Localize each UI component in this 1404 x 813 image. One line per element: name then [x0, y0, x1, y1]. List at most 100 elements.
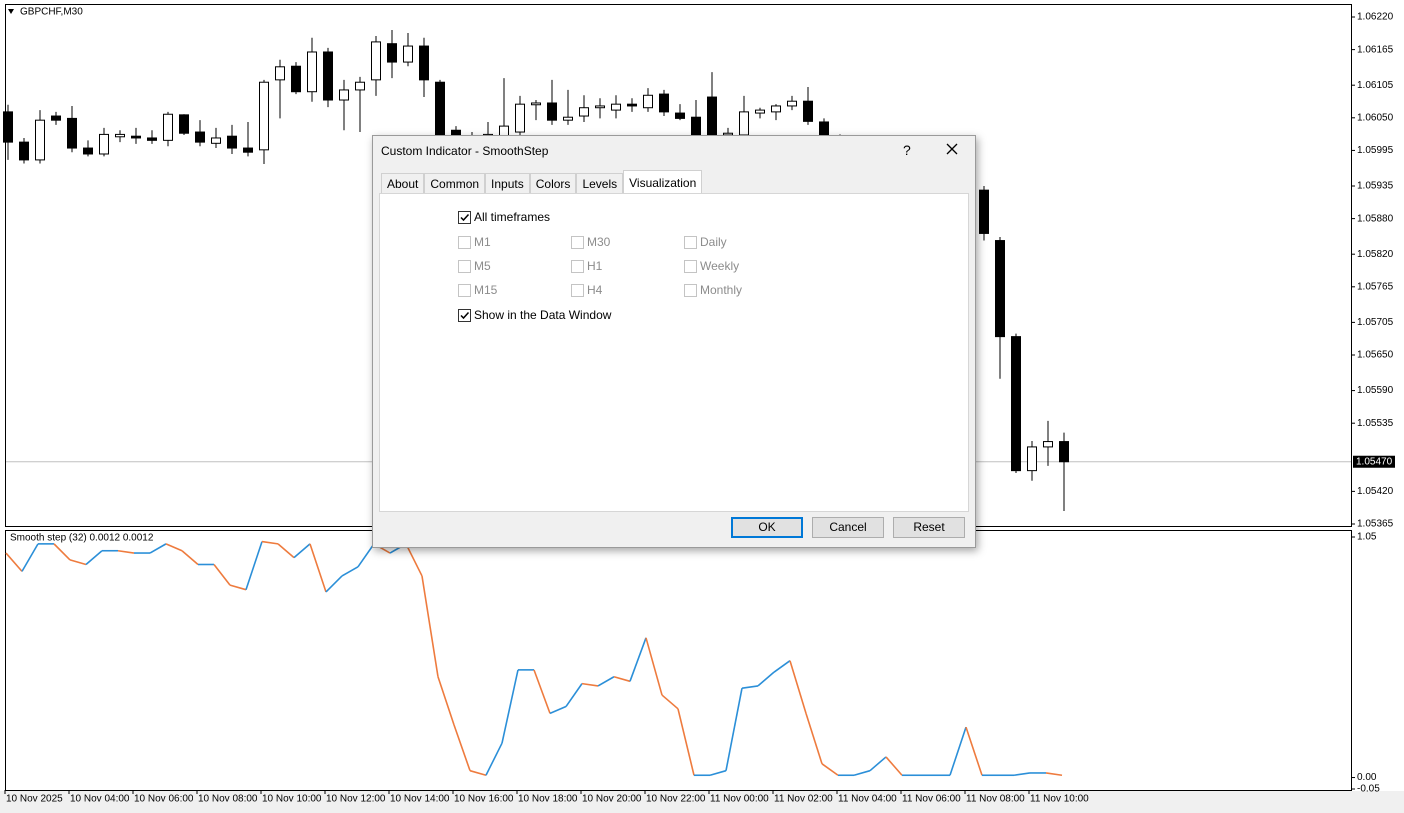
indicator-segment — [341, 566, 359, 577]
indicator-segment — [789, 660, 807, 714]
indicator-segment — [357, 543, 375, 568]
candle-body — [675, 112, 685, 119]
x-tick-label: 10 Nov 12:00 — [326, 794, 386, 805]
checkbox-label: Show in the Data Window — [474, 308, 612, 322]
checkbox-box — [458, 283, 471, 297]
help-button[interactable]: ? — [903, 142, 911, 158]
indicator-segment — [117, 549, 135, 554]
indicator-segment — [949, 726, 967, 776]
button[interactable]: Reset — [893, 517, 965, 538]
candle-body — [995, 240, 1005, 338]
candle-body — [67, 117, 77, 149]
checkbox-label: Daily — [700, 235, 727, 249]
candle-body — [3, 111, 13, 143]
indicator-segment — [1045, 772, 1063, 777]
candle-body — [179, 114, 189, 134]
indicator-segment — [725, 688, 743, 771]
indicator-segment — [869, 756, 887, 772]
checkbox-label: Weekly — [700, 259, 740, 273]
tab[interactable]: About — [381, 173, 425, 194]
candle-body — [691, 116, 701, 136]
indicator-segment — [885, 756, 903, 776]
candle-body — [531, 102, 541, 106]
checkbox-box — [684, 283, 697, 297]
button[interactable]: Cancel — [812, 517, 884, 538]
candle-body — [627, 103, 637, 107]
x-tick-label: 11 Nov 08:00 — [966, 794, 1025, 805]
checkbox-box[interactable] — [458, 210, 471, 224]
checkbox-label: M1 — [474, 235, 491, 249]
candle-body — [307, 51, 317, 93]
y-tick-label: -0.05 — [1357, 784, 1380, 795]
candle-body — [323, 51, 333, 101]
y-tick-label: 1.06105 — [1357, 80, 1394, 91]
candle-body — [595, 105, 605, 109]
checkbox-label: M5 — [474, 259, 491, 273]
tab-strip: About Common Inputs Colors Levels Visualizati… — [381, 170, 703, 196]
indicator-segment — [213, 564, 231, 586]
tab[interactable]: Visualization — [623, 170, 703, 196]
checkbox[interactable]: Show in the Data Window — [458, 308, 611, 322]
button[interactable]: OK — [731, 517, 803, 538]
checkbox[interactable]: All timeframes — [458, 210, 550, 224]
candle-body — [1011, 336, 1021, 472]
candle-body — [131, 135, 141, 139]
symbol-label: GBPCHF,M30 — [20, 7, 83, 18]
checkbox-box — [571, 259, 584, 273]
candle-body — [115, 133, 125, 138]
indicator-segment — [645, 637, 663, 696]
current-price-label: 1.05470 — [1356, 456, 1393, 467]
candle-body — [803, 100, 813, 122]
checkbox: H4 — [571, 283, 602, 297]
checkbox-label: H1 — [587, 259, 603, 273]
candle-body — [19, 141, 29, 161]
y-tick-label: 1.06220 — [1357, 12, 1394, 23]
y-tick-label: 1.05820 — [1357, 249, 1394, 260]
x-tick-label: 10 Nov 08:00 — [198, 794, 258, 805]
candle-body — [211, 137, 221, 144]
close-button[interactable] — [945, 142, 959, 156]
tab[interactable]: Levels — [576, 173, 624, 194]
y-tick-label: 1.05880 — [1357, 213, 1394, 224]
candle-body — [1043, 441, 1053, 448]
indicator-segment — [661, 694, 679, 710]
y-tick-label: 1.05420 — [1357, 486, 1394, 497]
check-mark — [460, 311, 470, 319]
indicator-segment — [629, 637, 647, 682]
candle-body — [99, 133, 109, 155]
time-axis-background — [0, 791, 1404, 813]
tab[interactable]: Common — [424, 173, 486, 194]
checkbox-box[interactable] — [458, 308, 471, 322]
x-tick-label: 11 Nov 04:00 — [838, 794, 897, 805]
indicator-segment — [229, 584, 247, 591]
y-tick-label: 0.00 — [1357, 772, 1377, 783]
x-tick-label: 10 Nov 22:00 — [646, 794, 706, 805]
y-tick-label: 1.05765 — [1357, 281, 1394, 292]
candle-body — [787, 100, 797, 107]
indicator-segment — [965, 726, 983, 776]
tab[interactable]: Inputs — [485, 173, 530, 194]
checkbox-box — [458, 235, 471, 249]
candle-body — [275, 66, 285, 81]
checkbox: Daily — [684, 235, 727, 249]
y-tick-label: 1.05365 — [1357, 519, 1394, 530]
candle-body — [1027, 446, 1037, 472]
candle-body — [979, 189, 989, 234]
indicator-segment — [677, 708, 695, 776]
checkbox: Weekly — [684, 259, 739, 273]
candle-body — [755, 109, 765, 114]
tab[interactable]: Colors — [529, 173, 577, 194]
indicator-segment — [21, 543, 39, 572]
candle-body — [83, 147, 93, 155]
indicator-segment — [437, 676, 455, 726]
current-price-box — [1353, 455, 1395, 468]
candle-body — [579, 107, 589, 117]
y-tick-label: 1.06050 — [1357, 112, 1394, 123]
x-tick-label: 10 Nov 2025 — [6, 794, 63, 805]
indicator-segment — [613, 675, 631, 683]
y-tick-label: 1.05995 — [1357, 145, 1394, 156]
candle-body — [339, 89, 349, 101]
indicator-segment — [325, 575, 343, 593]
indicator-segment — [549, 705, 567, 715]
